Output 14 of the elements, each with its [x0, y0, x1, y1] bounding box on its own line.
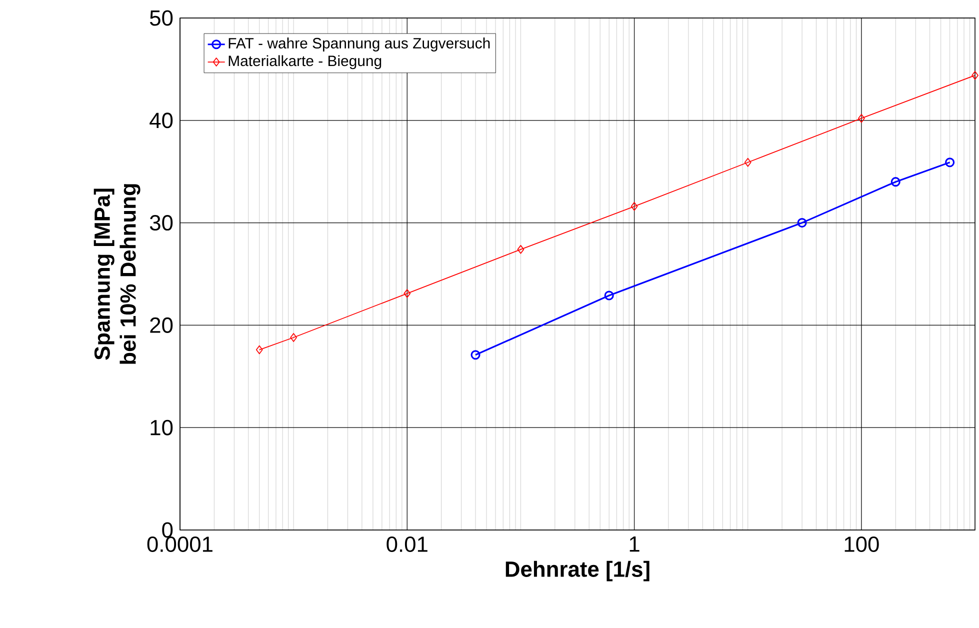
x-tick-label: 100: [844, 536, 879, 552]
y-tick-label: 50: [150, 10, 173, 26]
y-tick-label: 30: [150, 215, 173, 231]
x-axis-title: Dehnrate [1/s]: [506, 560, 650, 582]
x-tick-label: 0.01: [386, 536, 428, 552]
y-tick-label: 20: [150, 317, 173, 333]
y-tick-label: 40: [150, 112, 173, 128]
legend-label: Materialkarte - Biegung: [228, 55, 382, 70]
y-axis-title: Spannung [MPa] bei 10% Dehnung: [94, 184, 140, 364]
x-tick-label: 0.0001: [147, 536, 212, 552]
x-tick-label: 1: [630, 536, 640, 552]
legend-label: FAT - wahre Spannung aus Zugversuch: [228, 38, 490, 52]
y-tick-label: 0: [162, 522, 173, 538]
y-tick-label: 10: [150, 420, 173, 436]
